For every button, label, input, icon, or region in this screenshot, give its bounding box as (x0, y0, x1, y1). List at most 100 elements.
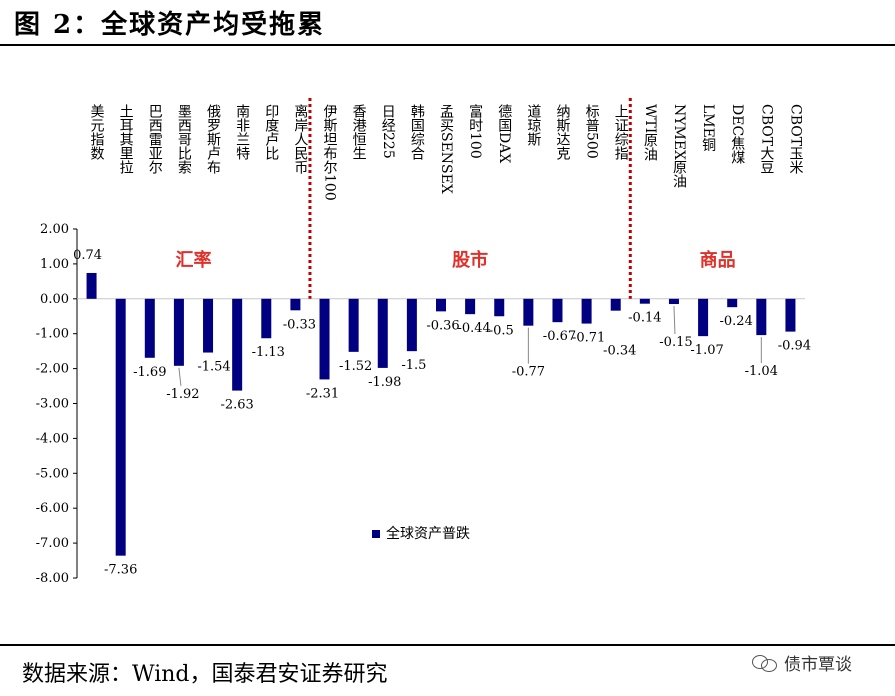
data-label-16: -0.77 (512, 365, 545, 380)
data-label-leader (673, 306, 676, 335)
category-label: 纳斯达克 (554, 104, 570, 161)
category-label: 标普500 (584, 104, 600, 159)
category-label: NYMEX原油 (671, 104, 687, 188)
data-label-24: -1.04 (745, 364, 778, 379)
data-label-12: -1.5 (401, 358, 426, 373)
bar-24 (756, 298, 767, 336)
data-label-4: -1.92 (166, 387, 199, 402)
y-tick-label: 0.00 (40, 292, 69, 307)
y-tick-label: -7.00 (36, 536, 69, 551)
category-label: 伊斯坦布尔100 (322, 104, 338, 201)
bar-17 (552, 298, 563, 323)
category-label: WTI原油 (642, 104, 658, 162)
category-label: 巴西雷亚尔 (147, 104, 163, 174)
y-tick-label: -3.00 (36, 397, 69, 412)
bar-19 (610, 298, 621, 311)
bottom-rule (0, 644, 895, 646)
legend-label: 全球资产普跌 (386, 525, 470, 542)
category-label: 印度卢比 (263, 104, 279, 160)
y-tick-label: 2.00 (40, 222, 69, 237)
category-label: 上证综指 (613, 104, 629, 160)
bar-5 (203, 298, 214, 353)
watermark-text: 债市覃谈 (784, 655, 852, 675)
y-tick-label: -1.00 (36, 327, 69, 342)
group-label: 股市 (451, 249, 488, 271)
data-label-5: -1.54 (197, 360, 230, 375)
bar-13 (436, 298, 446, 312)
category-label: 俄罗斯卢布 (205, 104, 221, 174)
data-label-18: -0.71 (572, 331, 605, 346)
category-label: 道琼斯 (525, 104, 541, 147)
data-label-21: -0.15 (659, 335, 692, 350)
data-label-10: -1.52 (339, 359, 372, 374)
bar-7 (261, 298, 272, 339)
category-label: DEC焦煤 (729, 104, 745, 164)
category-label: 香港恒生 (351, 104, 367, 160)
data-label-6: -2.63 (220, 398, 253, 413)
bar-2 (115, 298, 126, 556)
data-label-17: -0.67 (543, 329, 576, 344)
bar-18 (581, 298, 592, 324)
category-label: CBOT大豆 (758, 104, 774, 174)
category-label: 德国DAX (496, 104, 512, 163)
group-label: 汇率 (175, 249, 211, 271)
data-label-11: -1.98 (368, 375, 401, 390)
y-tick-label: -5.00 (36, 466, 69, 481)
bar-chart: 2.00 1.00 0.00 -1.00 -2.00 -3.00 -4.00 -5.00 -6.… (36, 98, 811, 586)
y-tick-label: -4.00 (36, 431, 69, 446)
data-label-8: -0.33 (283, 317, 316, 332)
category-label: CBOT玉米 (787, 104, 803, 174)
data-label-20: -0.14 (628, 311, 661, 326)
bar-3 (144, 298, 155, 358)
bar-11 (377, 298, 388, 368)
bar-6 (232, 298, 243, 391)
category-label: 离岸人民币 (292, 103, 308, 174)
data-label-13: -0.36 (426, 318, 459, 333)
data-label-3: -1.69 (133, 365, 166, 380)
wechat-icon (752, 654, 778, 672)
bar-12 (406, 298, 417, 352)
bar-22 (698, 298, 709, 337)
top-rule (0, 44, 895, 46)
legend-swatch (372, 530, 380, 538)
bar-4 (173, 298, 184, 366)
bar-9 (319, 298, 330, 380)
bar-10 (348, 298, 359, 352)
watermark: 债市覃谈 (752, 650, 852, 675)
bar-21 (668, 298, 679, 305)
bar-16 (523, 298, 534, 326)
bar-20 (639, 298, 650, 304)
y-tick-label: -6.00 (36, 501, 69, 516)
category-label: 日经225 (380, 104, 396, 159)
group-label: 商品 (700, 249, 736, 271)
data-label-19: -0.34 (603, 344, 636, 359)
category-label: 土耳其里拉 (118, 104, 134, 174)
data-label-23: -0.24 (720, 314, 753, 329)
bar-1 (86, 272, 97, 299)
data-label-2: -7.36 (104, 563, 137, 578)
category-label: 南非兰特 (234, 104, 250, 160)
bar-23 (727, 298, 738, 308)
category-label: 墨西哥比索 (176, 104, 192, 174)
figure-title: 图 2：全球资产均受拖累 (14, 10, 326, 40)
data-label-15: -0.5 (489, 323, 514, 338)
bar-14 (465, 298, 476, 315)
data-label-22: -1.07 (690, 343, 723, 358)
data-label-14: -0.44 (457, 321, 490, 336)
bar-25 (785, 298, 796, 332)
data-label-leader (178, 367, 182, 386)
y-tick-label: 1.00 (40, 257, 69, 272)
y-tick-label: -2.00 (36, 362, 69, 377)
category-label: 韩国综合 (409, 104, 425, 160)
bar-15 (494, 298, 505, 317)
source-note: 数据来源：Wind，国泰君安证券研究 (22, 662, 388, 687)
category-label: 富时100 (467, 103, 483, 158)
data-label-7: -1.13 (252, 345, 285, 360)
y-tick-label: -8.00 (36, 571, 69, 586)
data-label-9: -2.31 (306, 386, 339, 401)
category-label: 美元指数 (89, 104, 105, 160)
category-label: 孟买SENSEX (438, 104, 454, 194)
data-label-25: -0.94 (778, 339, 811, 354)
data-label-1: 0.74 (73, 248, 102, 263)
category-label: LME铜 (700, 104, 716, 153)
